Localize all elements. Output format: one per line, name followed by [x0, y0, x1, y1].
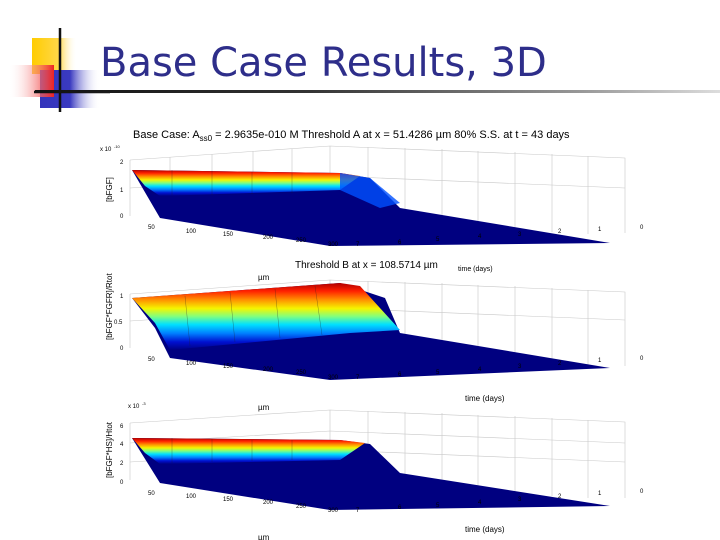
svg-text:-3: -3 [142, 401, 146, 406]
svg-text:2: 2 [120, 461, 124, 467]
svg-text:1: 1 [598, 227, 602, 233]
svg-text:150: 150 [223, 497, 234, 503]
svg-text:6: 6 [398, 372, 402, 378]
svg-text:4: 4 [120, 442, 124, 448]
figure-suptitle: Base Case: Ass0 = 2.9635e-010 M Threshol… [133, 129, 570, 143]
svg-text:150: 150 [223, 232, 234, 238]
svg-text:300: 300 [328, 375, 339, 381]
svg-text:0: 0 [120, 346, 124, 352]
svg-text:5: 5 [436, 503, 440, 509]
svg-text:300: 300 [328, 508, 339, 514]
svg-text:1: 1 [598, 358, 602, 364]
z-tick: 0 [120, 214, 124, 220]
svg-text:0: 0 [640, 489, 644, 495]
svg-text:150: 150 [223, 364, 234, 370]
svg-text:4: 4 [478, 367, 482, 373]
title-underline [35, 90, 720, 93]
svg-text:0: 0 [640, 356, 644, 362]
svg-text:7: 7 [356, 242, 360, 248]
y-axis-label: time (days) [465, 525, 505, 534]
z-tick: 2 [120, 160, 124, 166]
svg-text:3: 3 [518, 497, 522, 503]
svg-text:5: 5 [436, 370, 440, 376]
svg-text:-10: -10 [114, 144, 121, 149]
matlab-figure: Base Case: Ass0 = 2.9635e-010 M Threshol… [100, 129, 644, 540]
svg-text:100: 100 [186, 361, 197, 367]
z-axis-label: [bFGF*HS]/Htot [105, 421, 114, 478]
svg-text:100: 100 [186, 494, 197, 500]
svg-text:100: 100 [186, 229, 197, 235]
svg-text:2: 2 [558, 229, 562, 235]
svg-text:0.5: 0.5 [114, 320, 123, 326]
svg-text:6: 6 [120, 424, 124, 430]
svg-text:3: 3 [518, 364, 522, 370]
panel-bfgf: x 10-10 2 1 0 [bFGF] 50 1 0 [100, 144, 644, 282]
svg-text:200: 200 [263, 235, 274, 241]
z-axis-label: [bFGF*FGFR]/Rtot [105, 273, 114, 340]
svg-text:5: 5 [436, 237, 440, 243]
svg-text:200: 200 [263, 500, 274, 506]
x-axis-label: µm [258, 403, 270, 412]
z-axis-label: [bFGF] [105, 177, 114, 202]
svg-text:50: 50 [148, 357, 155, 363]
svg-text:250: 250 [296, 504, 307, 510]
svg-text:1: 1 [598, 491, 602, 497]
z-multiplier-label: x 10 [128, 404, 140, 410]
svg-text:7: 7 [356, 508, 360, 514]
svg-text:300: 300 [328, 242, 339, 248]
z-multiplier-label: x 10 [100, 147, 112, 153]
svg-text:3: 3 [518, 232, 522, 238]
slide-logo-icon [10, 28, 110, 112]
x-axis-label: µm [258, 273, 270, 282]
svg-text:200: 200 [263, 367, 274, 373]
svg-text:0: 0 [640, 225, 644, 231]
svg-text:250: 250 [296, 370, 307, 376]
svg-text:50: 50 [148, 491, 155, 497]
y-axis-label: time (days) [458, 266, 493, 273]
svg-text:7: 7 [356, 375, 360, 381]
y-axis-label: time (days) [465, 394, 505, 403]
x-axis-label: µm [258, 533, 270, 540]
panel-2-title: Threshold B at x = 108.5714 µm [295, 260, 438, 271]
svg-text:6: 6 [398, 505, 402, 511]
svg-text:4: 4 [478, 500, 482, 506]
z-tick: 1 [120, 188, 124, 194]
svg-text:0: 0 [120, 480, 124, 486]
svg-text:2: 2 [558, 494, 562, 500]
svg-text:250: 250 [296, 238, 307, 244]
svg-text:50: 50 [148, 225, 155, 231]
svg-text:4: 4 [478, 234, 482, 240]
svg-text:1: 1 [120, 294, 124, 300]
svg-text:6: 6 [398, 240, 402, 246]
slide-title: Base Case Results, 3D [100, 40, 547, 86]
svg-text:2: 2 [558, 361, 562, 367]
